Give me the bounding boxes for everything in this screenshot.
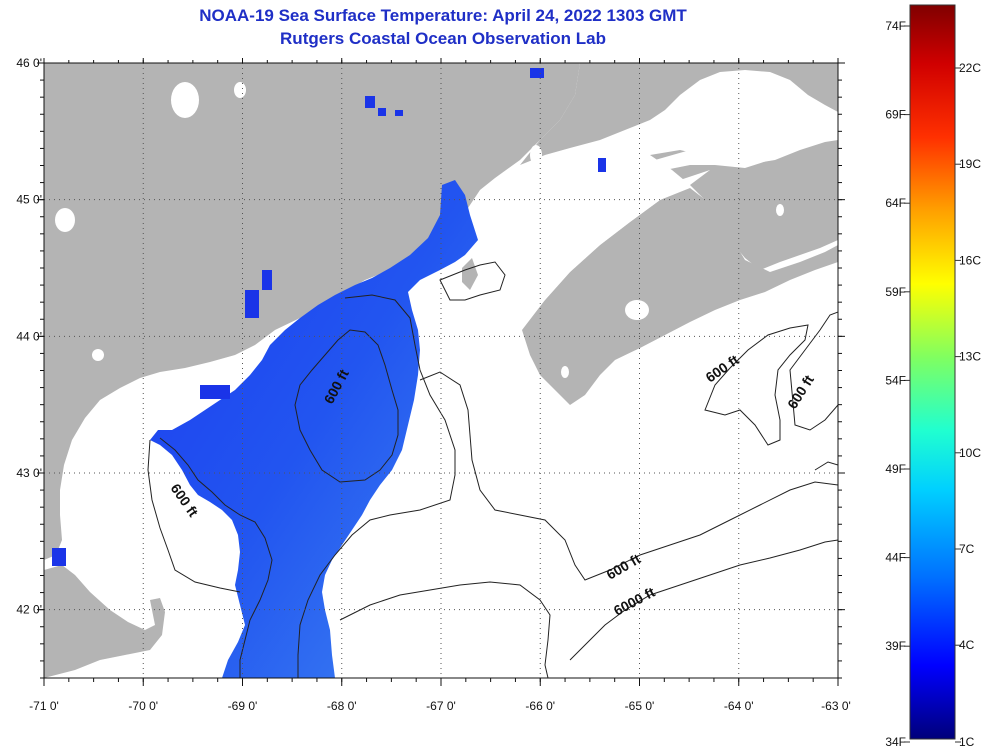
- temperature-colorbar: 74F 69F 64F 59F 54F 49F 44F 39F 34F 22C 19C 16C 13C…: [885, 4, 981, 749]
- sst-data-swath: [150, 180, 478, 678]
- longitude-tick-label: -64 0': [724, 699, 754, 713]
- sst-small-patches: [52, 68, 606, 566]
- minas-basin: [655, 150, 770, 170]
- longitude-tick-label: -65 0': [625, 699, 655, 713]
- latitude-labels: 46 0' 45 0' 44 0' 43 0' 42 0': [16, 56, 42, 617]
- colorbar-label-f: 59F: [885, 285, 906, 299]
- land-grand-manan: [462, 258, 478, 290]
- colorbar-label-c: 7C: [959, 542, 975, 556]
- map-title: NOAA-19 Sea Surface Temperature: April 2…: [199, 6, 687, 25]
- longitude-tick-label: -66 0': [525, 699, 555, 713]
- colorbar-label-f: 34F: [885, 735, 906, 749]
- longitude-tick-label: -69 0': [228, 699, 258, 713]
- longitude-tick-label: -63 0': [821, 699, 851, 713]
- colorbar-ticks: [904, 25, 961, 743]
- map-plot-area[interactable]: 600 ft 600 ft 600 ft 600 ft 600 ft 6000 …: [44, 63, 838, 678]
- longitude-tick-label: -67 0': [426, 699, 456, 713]
- latitude-tick-label: 42 0': [16, 603, 42, 617]
- land-massachusetts: [44, 565, 165, 678]
- colorbar-fahrenheit-labels: 74F 69F 64F 59F 54F 49F 44F 39F 34F: [885, 19, 906, 749]
- colorbar-label-c: 16C: [959, 253, 981, 267]
- map-subtitle: Rutgers Coastal Ocean Observation Lab: [280, 29, 606, 48]
- inland-lakes: [55, 82, 784, 378]
- latitude-tick-label: 43 0': [16, 466, 42, 480]
- bathymetry-contours: [147, 261, 838, 678]
- colorbar-label-f: 69F: [885, 108, 906, 122]
- colorbar-label-f: 44F: [885, 551, 906, 565]
- colorbar-label-f: 39F: [885, 639, 906, 653]
- colorbar-gradient: [909, 4, 956, 740]
- colorbar-label-c: 13C: [959, 350, 981, 364]
- longitude-tick-label: -71 0': [29, 699, 59, 713]
- colorbar-label-c: 22C: [959, 61, 981, 75]
- colorbar-label-c: 10C: [959, 446, 981, 460]
- colorbar-label-c: 1C: [959, 735, 975, 749]
- colorbar-label-f: 64F: [885, 196, 906, 210]
- longitude-tick-label: -68 0': [327, 699, 357, 713]
- land-nova-scotia: [522, 188, 838, 405]
- colorbar-label-f: 49F: [885, 462, 906, 476]
- colorbar-label-f: 54F: [885, 373, 906, 387]
- longitude-tick-label: -70 0': [128, 699, 158, 713]
- colorbar-label-c: 19C: [959, 157, 981, 171]
- colorbar-celsius-labels: 22C 19C 16C 13C 10C 7C 4C 1C: [959, 61, 981, 749]
- land-cape-breton: [650, 140, 838, 270]
- colorbar-label-c: 4C: [959, 638, 975, 652]
- axis-ticks: [37, 58, 845, 686]
- colorbar-label-f: 74F: [885, 19, 906, 33]
- longitude-labels: -71 0' -70 0' -69 0' -68 0' -67 0' -66 0' -65 …: [29, 699, 851, 713]
- latitude-tick-label: 44 0': [16, 329, 42, 343]
- latitude-tick-label: 46 0': [16, 56, 42, 70]
- land-new-brunswick: [520, 63, 838, 165]
- latitude-tick-label: 45 0': [16, 193, 42, 207]
- bay-of-fundy: [500, 170, 710, 322]
